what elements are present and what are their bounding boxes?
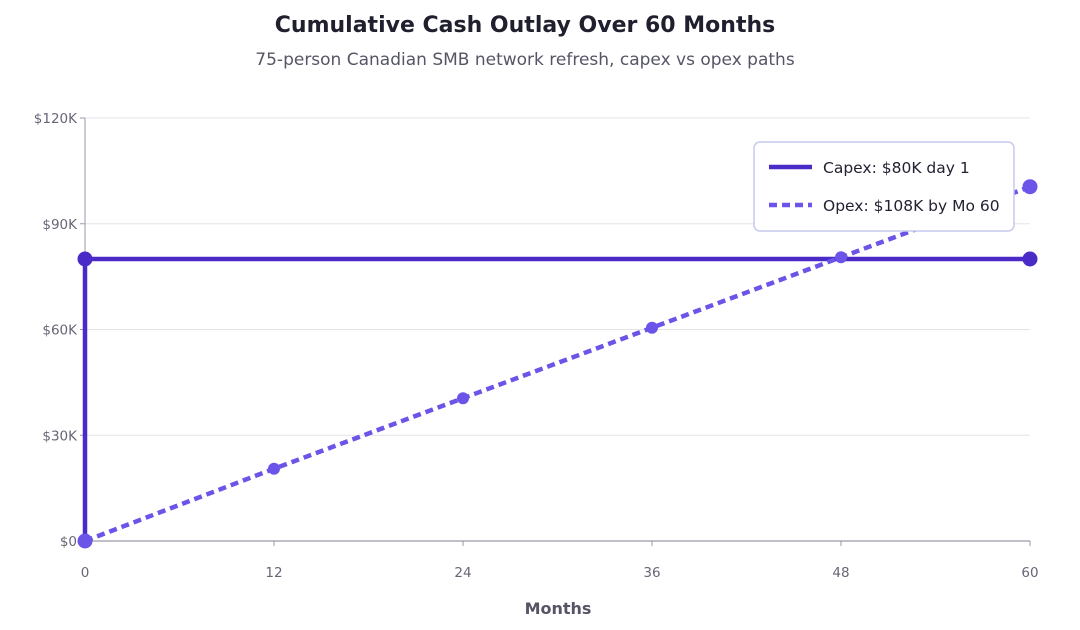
- series-point-opex: [646, 321, 658, 334]
- series-line-capex: [82, 256, 1030, 541]
- y-tick-label: $60K: [42, 323, 78, 339]
- x-tick-label: 60: [1021, 565, 1038, 581]
- series-point-opex: [1022, 179, 1038, 195]
- legend: Capex: $80K day 1 Opex: $108K by Mo 60: [753, 141, 1015, 232]
- series-lines: [82, 184, 1031, 544]
- legend-label-capex: Capex: $80K day 1: [823, 159, 970, 177]
- chart-title: Cumulative Cash Outlay Over 60 Months: [275, 13, 775, 38]
- grid-lines: [85, 117, 1030, 436]
- x-tick-label: 36: [643, 565, 660, 581]
- series-point-opex: [268, 462, 280, 475]
- y-tick-label: $120K: [34, 111, 78, 127]
- legend-label-opex: Opex: $108K by Mo 60: [823, 197, 1000, 215]
- x-axis-ticks: 0 12 24 36 48 60: [81, 541, 1039, 581]
- chart-subtitle: 75-person Canadian SMB network refresh, …: [255, 50, 795, 70]
- series-point-capex: [1022, 251, 1038, 267]
- y-axis-ticks: $0 $30K $60K $90K $120K: [34, 111, 85, 550]
- series-line-opex: [84, 184, 1031, 544]
- series-point-opex: [835, 251, 847, 264]
- x-tick-label: 0: [81, 565, 90, 581]
- x-tick-label: 24: [454, 565, 471, 581]
- x-axis-title: Months: [525, 599, 592, 618]
- legend-box: [753, 141, 1015, 232]
- x-tick-label: 12: [265, 565, 282, 581]
- series-markers: [77, 179, 1038, 549]
- series-point-capex: [77, 251, 93, 267]
- y-tick-label: $90K: [42, 217, 78, 233]
- series-point-opex: [457, 392, 469, 405]
- y-tick-label: $0: [60, 534, 77, 550]
- series-point-opex: [77, 533, 93, 549]
- x-tick-label: 48: [832, 565, 849, 581]
- y-tick-label: $30K: [42, 428, 78, 444]
